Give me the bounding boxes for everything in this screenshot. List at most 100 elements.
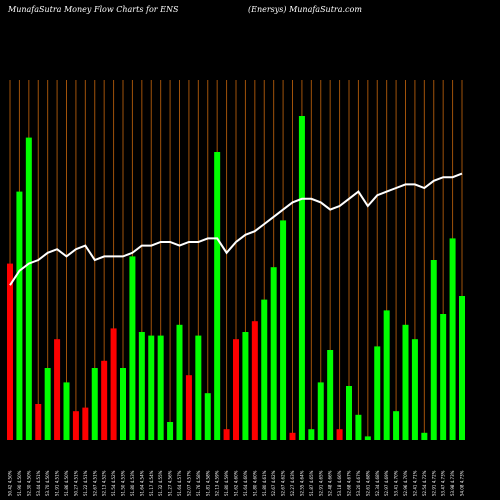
x-tick-label: 51.62 4.60% xyxy=(234,470,239,496)
money-flow-bar xyxy=(176,324,183,440)
x-tick-label: 51.32 4.55% xyxy=(158,470,163,496)
money-flow-bar xyxy=(233,339,239,440)
x-tick-label: 51.76 4.58% xyxy=(196,470,201,496)
x-tick-label: 51.17 4.54% xyxy=(149,470,154,496)
x-tick-label: 52.96 4.70% xyxy=(403,470,408,496)
x-tick-label: 51.54 4.52% xyxy=(111,470,116,496)
money-flow-bar xyxy=(402,324,409,440)
x-tick-label: 51.80 4.59% xyxy=(224,470,229,496)
x-tick-label: 52.34 4.68% xyxy=(375,470,380,496)
x-tick-label: 53.44 4.51% xyxy=(36,470,41,496)
x-tick-label: 51.64 4.57% xyxy=(177,470,182,496)
x-tick-label: 51.80 4.53% xyxy=(130,470,135,496)
money-flow-bar xyxy=(148,335,155,440)
money-flow-bar xyxy=(129,256,136,440)
trend-line-group xyxy=(9,172,463,286)
money-flow-bar xyxy=(63,382,70,440)
x-tick-label: 53.70 4.50% xyxy=(45,470,50,496)
x-tick-label: 53.20 4.67% xyxy=(356,470,361,496)
x-tick-label: 50.42 4.50% xyxy=(8,470,13,496)
money-flow-bar xyxy=(298,116,305,440)
money-flow-bar xyxy=(91,368,98,440)
money-flow-bar xyxy=(7,263,13,440)
money-flow-bar xyxy=(421,432,428,440)
money-flow-bar xyxy=(204,393,211,440)
bars-group xyxy=(7,116,465,440)
x-tick-label: 52.07 4.57% xyxy=(186,470,191,496)
money-flow-bar xyxy=(195,335,202,440)
x-tick-labels: 50.42 4.50% 51.90 4.50% 52.30 4.50% 53.44 4… xyxy=(8,470,465,496)
money-flow-bar xyxy=(44,368,51,440)
x-tick-label: 51.64 4.54% xyxy=(139,470,144,496)
money-flow-bar xyxy=(261,299,268,440)
money-flow-bar xyxy=(167,422,174,440)
money-flow-bar xyxy=(383,310,390,440)
money-flow-bar xyxy=(157,335,164,440)
x-tick-label: 51.81 4.58% xyxy=(205,470,210,496)
x-tick-label: 52.61 4.68% xyxy=(365,470,370,496)
money-flow-bar xyxy=(54,339,61,440)
x-tick-label: 52.41 4.71% xyxy=(412,470,417,496)
x-tick-label: 51.90 4.50% xyxy=(17,470,22,496)
money-flow-bar xyxy=(336,429,343,440)
money-flow-bar xyxy=(317,382,324,440)
money-flow-bar xyxy=(270,267,277,440)
x-tick-label: 51.64 4.60% xyxy=(243,470,248,496)
x-tick-label: 51.50 4.53% xyxy=(121,470,126,496)
money-flow-bar xyxy=(110,328,117,440)
x-tick-label: 52.48 4.66% xyxy=(328,470,333,496)
money-flow-bar xyxy=(223,429,230,440)
x-tick-label: 53.41 4.70% xyxy=(394,470,399,496)
x-tick-label: 51.86 4.50% xyxy=(64,470,69,496)
x-tick-label: 52.67 4.62% xyxy=(271,470,276,496)
money-flow-bar xyxy=(355,414,362,440)
x-tick-label: 52.67 4.62% xyxy=(281,470,286,496)
x-tick-label: 52.13 4.52% xyxy=(102,470,107,496)
money-flow-bar xyxy=(72,411,79,440)
x-tick-label: 53.98 4.73% xyxy=(450,470,455,496)
money-flow-bar xyxy=(327,350,334,440)
money-flow-bar xyxy=(440,314,447,440)
x-tick-label: 50.27 4.51% xyxy=(73,470,78,496)
money-flow-bar xyxy=(25,137,32,440)
money-flow-bar xyxy=(364,436,371,440)
money-flow-bar xyxy=(411,339,418,440)
money-flow-bar xyxy=(16,191,23,440)
money-flow-bar xyxy=(251,321,258,440)
x-tick-label: 52.68 4.67% xyxy=(347,470,352,496)
money-flow-bar xyxy=(138,332,145,440)
x-tick-label: 52.13 4.59% xyxy=(215,470,220,496)
x-tick-label: 52.30 4.50% xyxy=(26,470,31,496)
money-flow-bar xyxy=(289,432,296,440)
x-tick-label: 52.55 4.64% xyxy=(299,470,304,496)
money-flow-bar xyxy=(101,360,108,440)
money-flow-bar xyxy=(35,404,42,440)
x-tick-label: 51.87 4.65% xyxy=(309,470,314,496)
money-flow-bar xyxy=(430,260,437,440)
money-flow-bar xyxy=(393,411,400,440)
money-flow-bar xyxy=(449,238,456,440)
money-flow-bar xyxy=(82,407,89,440)
x-tick-label: 52.91 4.65% xyxy=(318,470,323,496)
x-tick-label: 51.27 4.56% xyxy=(168,470,173,496)
x-tick-label: 52.91 4.72% xyxy=(431,470,436,496)
x-tick-label: 51.22 4.51% xyxy=(83,470,88,496)
money-flow-bar xyxy=(308,429,315,440)
x-tick-label: 51.91 4.51% xyxy=(55,470,60,496)
money-flow-bar xyxy=(459,296,465,440)
x-tick-label: 52.97 4.69% xyxy=(384,470,389,496)
x-tick-label: 53.18 4.66% xyxy=(337,470,342,496)
trend-line xyxy=(9,172,463,286)
x-tick-label: 52.27 4.63% xyxy=(290,470,295,496)
money-flow-bar xyxy=(374,346,381,440)
money-flow-bar xyxy=(214,152,221,440)
money-flow-bar xyxy=(185,375,192,440)
x-tick-label: 52.67 4.51% xyxy=(92,470,97,496)
x-tick-label: 52.54 4.72% xyxy=(422,470,427,496)
money-flow-bar xyxy=(242,332,249,440)
money-flow-bar xyxy=(120,368,126,440)
chart-title-right: (Enersys) MunafaSutra.com xyxy=(248,5,362,14)
x-tick-label: 54.08 4.73% xyxy=(460,470,465,496)
chart-title-left: MunafaSutra Money Flow Charts for ENS xyxy=(8,5,179,14)
